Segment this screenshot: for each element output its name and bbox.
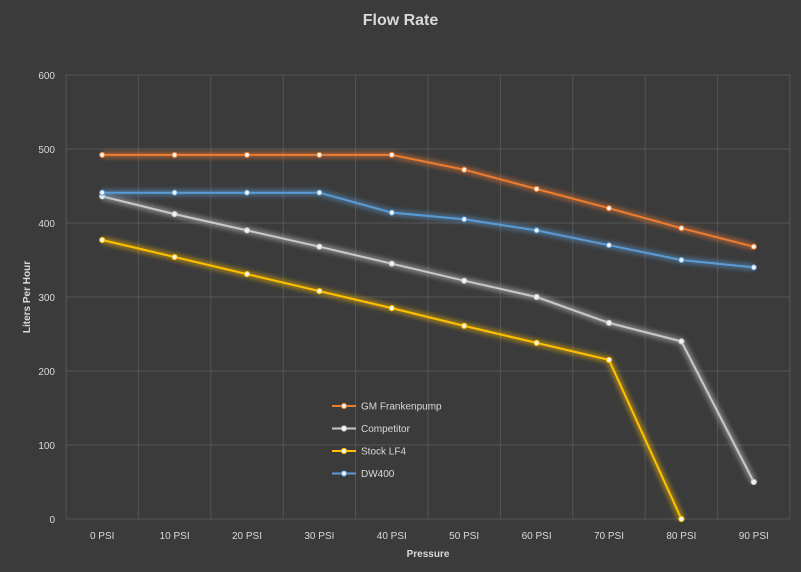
data-point — [461, 216, 468, 223]
legend-label: GM Frankenpump — [361, 402, 442, 413]
series-0 — [99, 151, 757, 251]
data-point — [99, 236, 106, 244]
legend-marker — [340, 470, 348, 477]
legend-label: Stock LF4 — [361, 447, 406, 458]
y-tick-label: 0 — [49, 515, 55, 526]
data-point — [533, 185, 540, 193]
legend: GM Frankenpump Competitor Stock LF4 DW400 — [332, 402, 442, 480]
data-point — [99, 151, 106, 159]
series-line — [102, 153, 755, 248]
legend-label: Competitor — [361, 424, 411, 435]
series-3 — [99, 189, 757, 271]
data-point — [678, 515, 685, 523]
y-tick-label: 500 — [38, 145, 55, 156]
data-point — [316, 151, 323, 159]
x-tick-label: 30 PSI — [304, 531, 334, 542]
legend-item-0: GM Frankenpump — [332, 402, 442, 413]
x-axis-label: Pressure — [407, 549, 450, 560]
legend-item-1: Competitor — [332, 424, 411, 435]
data-point — [678, 256, 685, 264]
y-tick-label: 200 — [38, 367, 55, 378]
x-tick-label: 70 PSI — [594, 531, 624, 542]
data-point — [750, 264, 757, 271]
data-point — [316, 287, 323, 295]
data-point — [678, 225, 685, 232]
data-point — [605, 319, 613, 326]
data-point — [243, 151, 251, 159]
y-axis-ticks: 0 100 200 300 400 500 600 — [38, 71, 55, 526]
x-tick-label: 0 PSI — [90, 531, 114, 542]
data-point — [605, 242, 613, 249]
data-point — [171, 189, 178, 196]
x-tick-label: 90 PSI — [739, 531, 769, 542]
data-point — [461, 277, 468, 284]
data-point — [99, 189, 106, 196]
y-tick-label: 400 — [38, 219, 55, 230]
legend-item-2: Stock LF4 — [332, 447, 406, 458]
series-1 — [99, 193, 757, 486]
legend-marker — [340, 402, 348, 410]
data-point — [605, 205, 613, 212]
data-point — [678, 338, 685, 345]
data-point — [533, 227, 540, 234]
series-line — [102, 191, 754, 269]
data-point — [533, 293, 540, 301]
chart-title: Flow Rate — [363, 12, 439, 29]
y-axis-label: Liters Per Hour — [22, 261, 33, 333]
x-tick-label: 40 PSI — [377, 531, 407, 542]
x-tick-label: 10 PSI — [160, 531, 190, 542]
x-tick-label: 60 PSI — [522, 531, 552, 542]
data-point — [388, 209, 395, 216]
legend-marker — [340, 425, 348, 432]
gridlines — [65, 74, 791, 520]
y-tick-label: 600 — [38, 71, 55, 82]
data-point — [171, 151, 178, 159]
data-point — [461, 166, 468, 173]
data-point — [388, 151, 395, 159]
data-point — [171, 211, 178, 218]
data-point — [243, 189, 251, 196]
data-point — [171, 253, 178, 261]
y-tick-label: 100 — [38, 441, 55, 452]
data-point — [316, 243, 323, 250]
series-2 — [99, 236, 685, 523]
x-axis-ticks: 0 PSI 10 PSI 20 PSI 30 PSI 40 PSI 50 PSI 60 PS… — [90, 531, 769, 542]
data-point — [388, 260, 395, 267]
data-point — [605, 356, 613, 363]
data-point — [243, 270, 251, 278]
x-tick-label: 50 PSI — [449, 531, 479, 542]
data-point — [243, 227, 251, 234]
data-point — [750, 243, 757, 250]
data-point — [316, 189, 323, 196]
data-point — [533, 339, 540, 346]
data-point — [750, 478, 757, 486]
data-point — [461, 322, 468, 329]
legend-label: DW400 — [361, 469, 395, 480]
x-tick-label: 80 PSI — [666, 531, 696, 542]
series-line — [101, 195, 755, 483]
series-group — [99, 151, 757, 523]
x-tick-label: 20 PSI — [232, 531, 262, 542]
data-point — [388, 305, 395, 312]
legend-item-3: DW400 — [332, 469, 395, 480]
legend-marker — [340, 447, 348, 455]
y-tick-label: 300 — [38, 293, 55, 304]
